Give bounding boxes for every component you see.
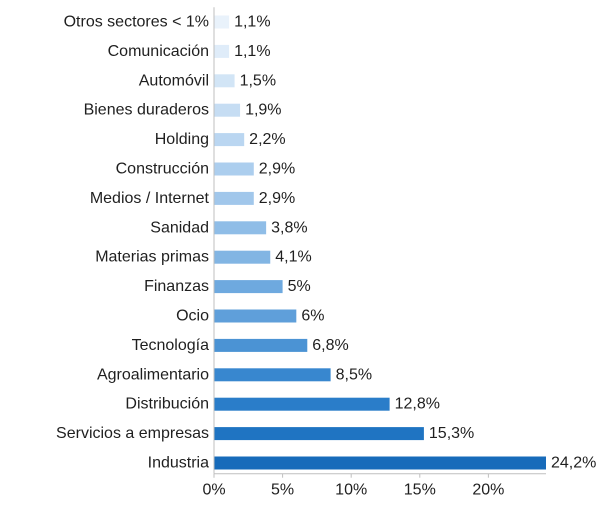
category-label-industria: Industria [148,455,209,472]
bar-comunicacion [214,44,230,58]
bar-construccion [214,162,254,176]
value-label-otros-sectores-1: 1,1% [234,14,270,31]
x-tick-label-20: 20% [472,482,504,499]
value-label-industria: 24,2% [551,455,596,472]
value-label-sanidad: 3,8% [271,219,307,236]
bar-bienes-duraderos [214,103,241,117]
bars-group: Otros sectores < 1% 1,1% Comunicación 1,1% A… [56,14,596,472]
value-label-holding: 2,2% [249,131,285,148]
bar-sanidad [214,221,267,235]
bar-agroalimentario [214,368,331,382]
bar-otros-sectores-1 [214,15,230,29]
x-tick-label-10: 10% [335,482,367,499]
x-tick-label-15: 15% [404,482,436,499]
category-label-distribucion: Distribución [125,396,209,413]
category-label-medios-internet: Medios / Internet [90,190,210,207]
value-label-comunicacion: 1,1% [234,43,270,60]
bar-industria [214,456,546,470]
bar-medios-internet [214,191,254,205]
bar-holding [214,133,245,147]
value-label-tecnologia: 6,8% [312,337,348,354]
value-label-bienes-duraderos: 1,9% [245,102,281,119]
bar-materias-primas [214,250,271,264]
bar-finanzas [214,280,283,294]
category-label-tecnologia: Tecnología [132,337,209,354]
value-label-medios-internet: 2,9% [259,190,295,207]
category-label-holding: Holding [155,131,209,148]
value-label-ocio: 6% [301,308,324,325]
category-label-comunicacion: Comunicación [108,43,209,60]
value-label-finanzas: 5% [288,278,311,295]
value-label-automovil: 1,5% [240,72,276,89]
value-label-agroalimentario: 8,5% [336,366,372,383]
value-label-distribucion: 12,8% [395,396,440,413]
category-label-bienes-duraderos: Bienes duraderos [84,102,209,119]
x-axis-ticks: 0% 5% 10% 15% 20% [202,473,504,499]
value-label-materias-primas: 4,1% [275,249,311,266]
bar-ocio [214,309,297,323]
value-label-construccion: 2,9% [259,161,295,178]
category-label-materias-primas: Materias primas [95,249,209,266]
category-label-automovil: Automóvil [139,72,209,89]
category-label-finanzas: Finanzas [144,278,209,295]
category-label-agroalimentario: Agroalimentario [97,366,209,383]
bar-servicios-a-empresas [214,427,424,441]
category-label-servicios-a-empresas: Servicios a empresas [56,425,209,442]
bar-distribucion [214,397,390,411]
x-tick-label-0: 0% [202,482,225,499]
bar-tecnologia [214,338,308,352]
category-label-ocio: Ocio [176,308,209,325]
category-label-otros-sectores-1: Otros sectores < 1% [64,14,209,31]
category-label-construccion: Construcción [116,161,209,178]
value-label-servicios-a-empresas: 15,3% [429,425,474,442]
bar-automovil [214,74,235,88]
category-label-sanidad: Sanidad [150,219,209,236]
x-tick-label-5: 5% [271,482,294,499]
